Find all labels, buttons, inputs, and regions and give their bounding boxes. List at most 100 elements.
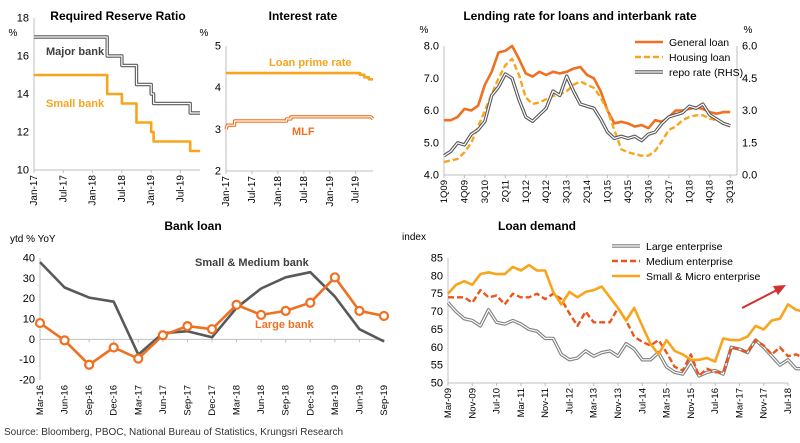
y-tick-label: 60 — [431, 342, 443, 354]
y-tick-label: 16 — [17, 51, 29, 63]
y-tick-label: 7.0 — [424, 73, 439, 85]
series-large-enterprise-line-inner — [447, 302, 800, 377]
x-tick-label: Jul-18 — [299, 176, 310, 204]
y-tick-label: 40 — [23, 253, 35, 265]
x-tick-label: Jul-17 — [58, 175, 69, 203]
series-loan-prime-rate-line — [226, 71, 373, 81]
y2-tick-label: 4.5 — [742, 73, 757, 85]
annotation-mlf: MLF — [292, 126, 315, 138]
x-tick-label: Jun-17 — [158, 385, 169, 414]
y-tick-label: 65 — [431, 324, 443, 336]
y2-tick-label: 3.0 — [742, 105, 757, 117]
chart-title: Lending rate for loans and interbank rat… — [463, 9, 697, 23]
x-tick-label: 3Q16 — [643, 180, 654, 203]
x-tick-label: Nov-17 — [759, 388, 770, 419]
y-tick-label: 2 — [215, 166, 221, 178]
legend-general-loan-label: General loan — [669, 37, 729, 49]
series-large-bank-point — [108, 342, 119, 353]
y-tick-label: 5 — [215, 41, 221, 53]
y-tick-label: 14 — [17, 89, 29, 101]
y-tick-label: 50 — [431, 378, 443, 390]
x-tick-label: Jan-19 — [325, 176, 336, 207]
x-tick-label: Nov-11 — [540, 388, 551, 418]
y-tick-label: 0 — [29, 334, 35, 346]
x-tick-label: Dec-17 — [207, 385, 218, 416]
x-tick-label: Dec-16 — [109, 385, 120, 416]
x-tick-label: 2Q17 — [664, 180, 675, 203]
x-tick-label: Dec-18 — [305, 385, 316, 416]
y-tick-label: 6.0 — [424, 105, 439, 117]
series-large-bank-point — [182, 321, 193, 332]
chart-title: Bank loan — [164, 219, 221, 233]
x-tick-label: Mar-15 — [662, 388, 673, 418]
series-large-bank-point — [256, 309, 267, 321]
series-mlf-line-inner — [225, 116, 374, 130]
x-tick-label: Jun-16 — [60, 385, 71, 414]
y-tick-label: -10 — [19, 354, 35, 366]
legend-repo-rate-rhs-label: repo rate (RHS) — [669, 67, 743, 79]
x-tick-label: 1Q18 — [684, 180, 695, 203]
rrr-chart: Required Reserve Ratio% 10 12 14 16 18 Jan-17 J… — [9, 9, 200, 206]
y-tick-label: 5.0 — [424, 137, 439, 149]
x-tick-label: Jul-17 — [247, 176, 258, 204]
trend-arrow-line — [741, 288, 780, 309]
x-tick-label: Nov-13 — [613, 388, 624, 419]
y-tick-label: 4 — [215, 82, 221, 94]
x-tick-label: Sep-19 — [379, 385, 390, 416]
y-tick-label: 75 — [431, 288, 443, 300]
y2-tick-label: 6.0 — [742, 41, 757, 53]
y-tick-label: 18 — [17, 13, 29, 25]
x-tick-label: 1Q12 — [521, 180, 532, 203]
annotation-small-medium-bank: Small & Medium bank — [195, 257, 310, 269]
y2-axis-unit: % — [744, 25, 753, 36]
annotation-small-bank: Small bank — [46, 98, 105, 110]
y-tick-label: 12 — [17, 127, 29, 139]
y-axis-unit: % — [200, 28, 209, 39]
series-medium-enterprise-line — [448, 288, 800, 378]
y2-tick-label: 0.0 — [742, 170, 757, 182]
series-large-bank-point — [59, 335, 70, 346]
x-tick-label: 4Q12 — [541, 180, 552, 203]
y-tick-label: 20 — [23, 293, 35, 305]
x-tick-label: Jul-14 — [637, 388, 648, 414]
x-tick-label: Nov-15 — [686, 388, 697, 419]
x-tick-label: Sep-17 — [182, 385, 193, 416]
chart-title: Required Reserve Ratio — [50, 9, 185, 23]
x-tick-label: 4Q18 — [705, 180, 716, 203]
y-tick-label: 10 — [17, 165, 29, 177]
annotation-major-bank: Major bank — [46, 46, 105, 58]
x-tick-label: Jul-18 — [117, 175, 128, 203]
x-tick-label: Mar-16 — [35, 385, 46, 415]
legend-medium-enterprise-label: Medium enterprise — [646, 256, 733, 268]
x-tick-label: Jan-17 — [221, 176, 232, 207]
x-tick-label: 1Q09 — [439, 180, 450, 203]
x-tick-label: Mar-11 — [516, 388, 527, 417]
x-tick-label: Mar-18 — [232, 385, 243, 415]
series-repo-rate-rhs-line-inner — [443, 73, 731, 157]
series-large-bank-point — [34, 317, 46, 329]
y-tick-label: 85 — [431, 253, 443, 265]
lending-rate-chart: Lending rate for loans and interbank rat… — [420, 9, 758, 203]
series-large-bank-point — [354, 305, 365, 316]
x-tick-label: Jan-18 — [88, 175, 99, 206]
y-tick-label: 3 — [215, 124, 221, 136]
y-tick-label: 30 — [23, 273, 35, 285]
y-tick-label: 10 — [23, 314, 35, 326]
x-tick-label: 2Q11 — [500, 180, 511, 203]
x-tick-label: 1Q15 — [603, 180, 614, 203]
x-tick-label: Jul-12 — [564, 388, 575, 414]
series-large-bank-line — [39, 276, 385, 367]
x-tick-label: Jan-17 — [29, 175, 40, 206]
legend-large-enterprise-label: Large enterprise — [646, 241, 723, 253]
x-tick-label: 2Q14 — [582, 180, 593, 203]
x-tick-label: Jan-18 — [273, 176, 284, 207]
series-small-medium-bank-line — [39, 261, 385, 356]
series-large-bank-point — [157, 330, 168, 341]
x-tick-label: Jul-16 — [710, 388, 721, 414]
y-tick-label: 8.0 — [424, 41, 439, 53]
y-tick-label: 70 — [431, 306, 443, 318]
series-large-bank-point — [378, 310, 390, 322]
chart-title: Interest rate — [269, 9, 338, 23]
y-tick-label: 4.0 — [424, 170, 439, 182]
